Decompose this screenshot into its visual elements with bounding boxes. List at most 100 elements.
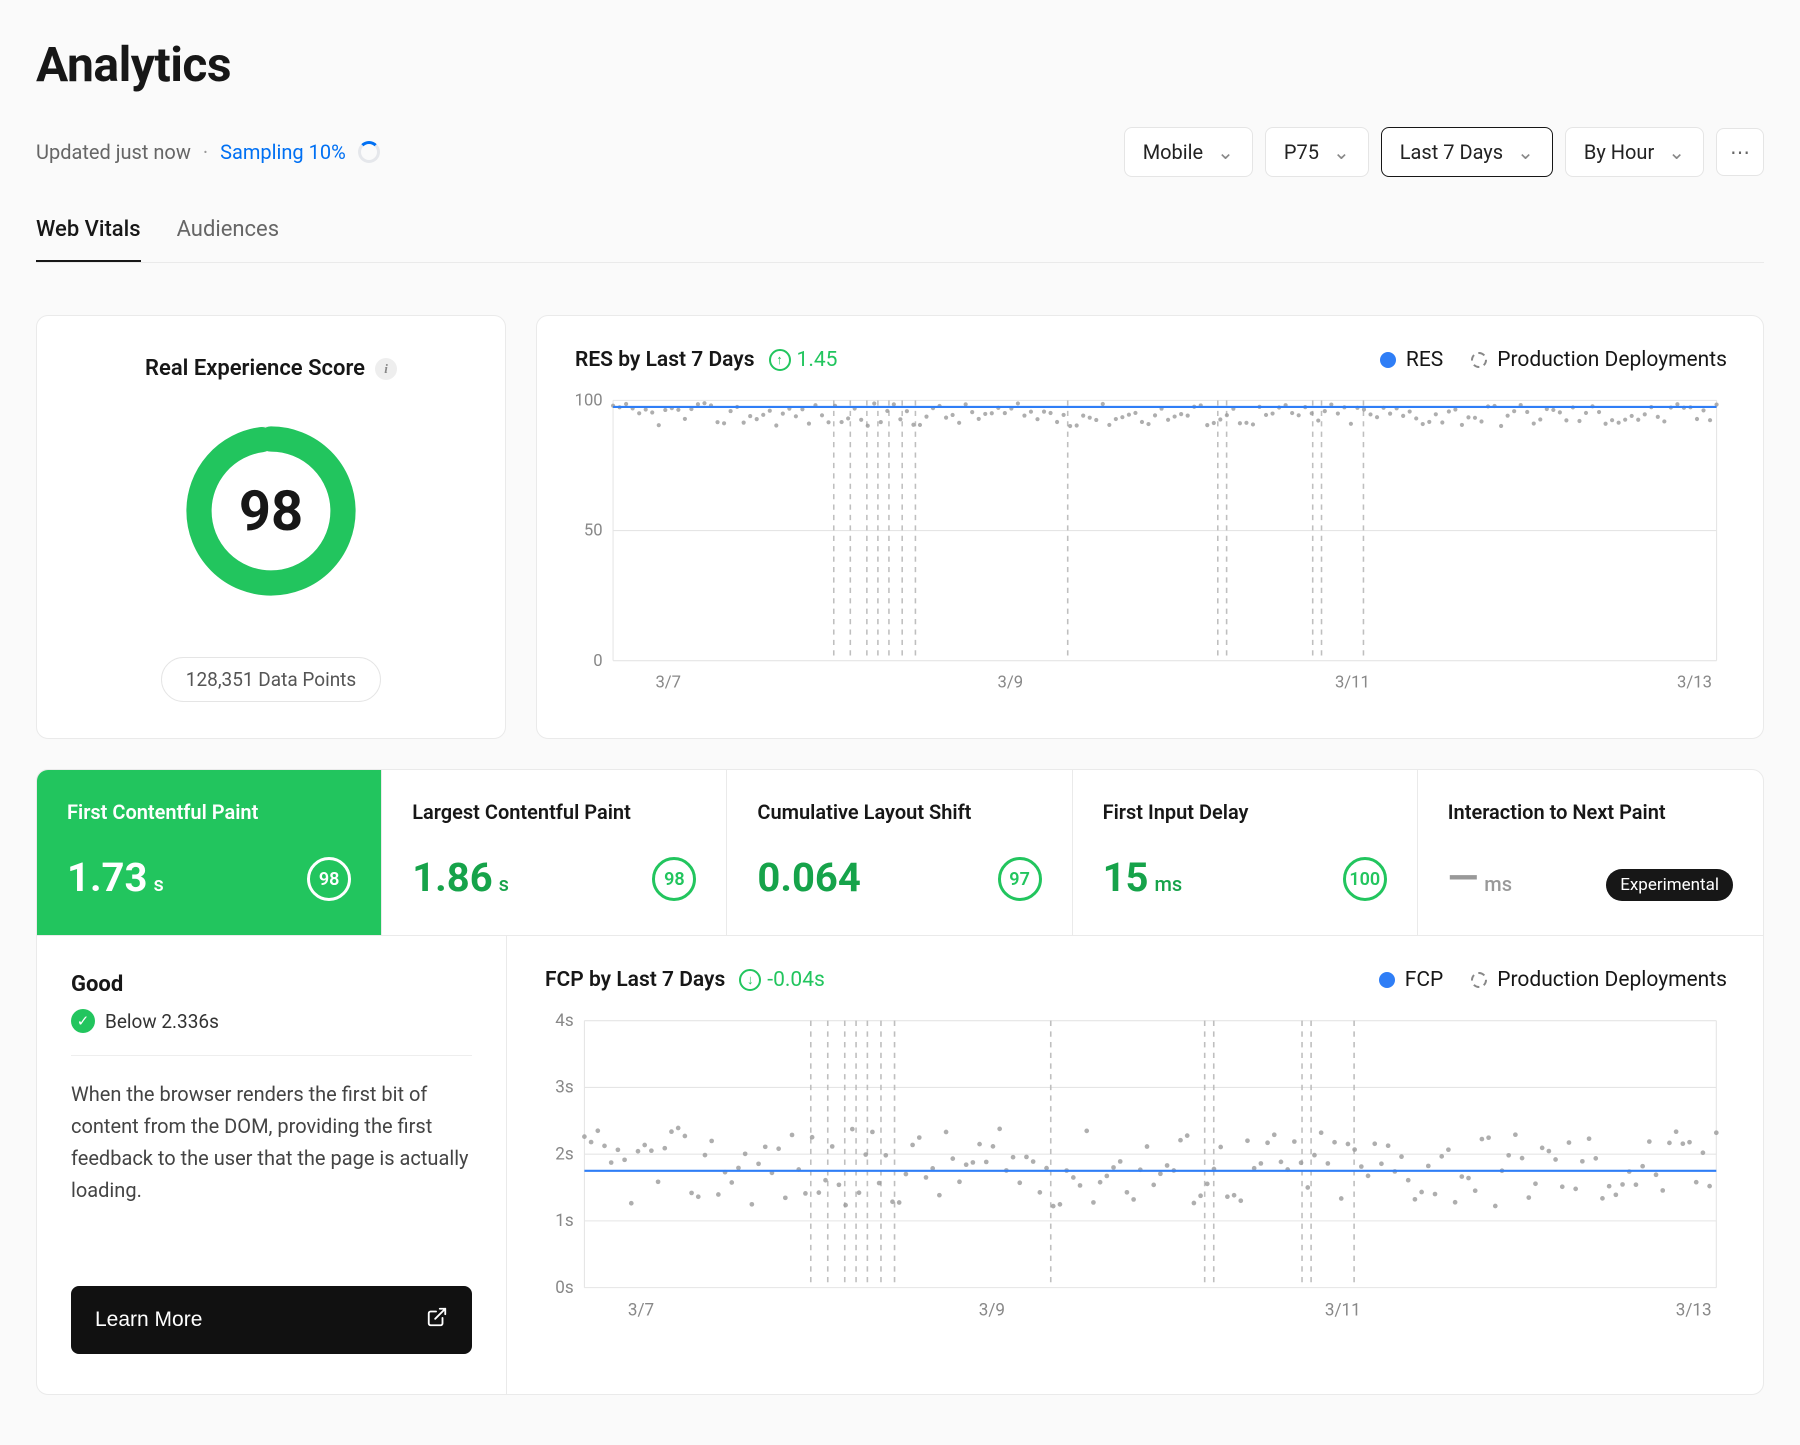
svg-text:0: 0 [593, 652, 602, 671]
legend-fcp: FCP [1379, 968, 1444, 992]
metric-detail-panel: Good ✓ Below 2.336s When the browser ren… [37, 936, 507, 1394]
page-title: Analytics [36, 36, 1764, 93]
chevron-down-icon: ⌄ [1668, 140, 1685, 164]
header-status: Updated just now · Sampling 10% [36, 140, 380, 164]
metric-value: 15ms [1103, 854, 1183, 901]
fcp-chart-delta: ↓ -0.04s [739, 968, 825, 992]
res-chart-title: RES by Last 7 Days [575, 348, 755, 372]
metric-lcp[interactable]: Largest Contentful Paint 1.86s 98 [382, 770, 727, 935]
legend-res: RES [1380, 348, 1443, 372]
metric-value: —ms [1448, 854, 1512, 901]
svg-text:3/11: 3/11 [1325, 1300, 1361, 1319]
metric-value: 1.86s [412, 854, 509, 901]
res-chart-card: RES by Last 7 Days ↑ 1.45 RES Production… [536, 315, 1764, 739]
data-points-pill: 128,351 Data Points [161, 657, 381, 702]
check-circle-icon: ✓ [71, 1009, 95, 1033]
separator-dot: · [203, 140, 208, 164]
chevron-down-icon: ⌄ [1333, 140, 1350, 164]
tab-web-vitals[interactable]: Web Vitals [36, 217, 141, 262]
svg-text:3/7: 3/7 [655, 674, 681, 692]
metrics-row: First Contentful Paint 1.73s 98 Largest … [36, 769, 1764, 936]
metric-status-sub: Below 2.336s [105, 1010, 219, 1033]
external-link-icon [426, 1306, 448, 1334]
device-dropdown[interactable]: Mobile ⌄ [1124, 127, 1253, 177]
metric-label: First Contentful Paint [67, 800, 351, 824]
metric-unit: s [499, 872, 509, 896]
tab-audiences[interactable]: Audiences [177, 217, 279, 262]
res-gauge: 98 [181, 421, 361, 601]
metric-score-badge: 98 [307, 857, 351, 901]
legend-dot-icon [1380, 352, 1396, 368]
experimental-badge: Experimental [1606, 869, 1733, 901]
legend-dot-icon [1379, 972, 1395, 988]
filter-controls: Mobile ⌄ P75 ⌄ Last 7 Days ⌄ By Hour ⌄ ⋯ [1124, 127, 1764, 177]
fcp-chart-legend: FCP Production Deployments [1379, 968, 1727, 992]
metric-label: Cumulative Layout Shift [757, 800, 1041, 824]
legend-deployments: Production Deployments [1471, 348, 1727, 372]
res-title: Real Experience Score [145, 356, 365, 381]
svg-text:2s: 2s [555, 1144, 573, 1164]
updated-text: Updated just now [36, 140, 191, 164]
metric-label: Largest Contentful Paint [412, 800, 696, 824]
learn-more-label: Learn More [95, 1308, 202, 1332]
svg-text:3/13: 3/13 [1677, 674, 1712, 692]
metric-description: When the browser renders the first bit o… [71, 1078, 472, 1206]
metric-fid[interactable]: First Input Delay 15ms 100 [1073, 770, 1418, 935]
device-dropdown-label: Mobile [1143, 140, 1203, 164]
svg-text:3/9: 3/9 [998, 674, 1024, 692]
fcp-chart-card: FCP by Last 7 Days ↓ -0.04s FCP Producti… [507, 936, 1763, 1394]
metric-value: 0.064 [757, 854, 860, 901]
svg-text:3/7: 3/7 [628, 1300, 654, 1319]
metric-unit: s [153, 872, 163, 896]
range-dropdown[interactable]: Last 7 Days ⌄ [1381, 127, 1553, 177]
res-chart-delta: ↑ 1.45 [769, 348, 838, 372]
fcp-chart-delta-value: -0.04s [767, 968, 825, 992]
learn-more-button[interactable]: Learn More [71, 1286, 472, 1354]
metric-score-badge: 98 [652, 857, 696, 901]
granularity-dropdown[interactable]: By Hour ⌄ [1565, 127, 1704, 177]
arrow-down-circle-icon: ↓ [739, 969, 761, 991]
metric-fcp[interactable]: First Contentful Paint 1.73s 98 [37, 770, 382, 935]
sampling-link[interactable]: Sampling 10% [220, 140, 346, 164]
res-chart-legend: RES Production Deployments [1380, 348, 1727, 372]
fcp-chart-title: FCP by Last 7 Days [545, 968, 725, 992]
percentile-dropdown-label: P75 [1284, 140, 1319, 164]
loading-spinner-icon [358, 141, 380, 163]
metric-unit: ms [1484, 872, 1512, 896]
granularity-dropdown-label: By Hour [1584, 140, 1654, 164]
svg-text:1s: 1s [555, 1211, 573, 1231]
legend-fcp-label: FCP [1405, 968, 1444, 992]
svg-text:3/11: 3/11 [1335, 674, 1370, 692]
chevron-down-icon: ⌄ [1517, 140, 1534, 164]
metric-status-title: Good [71, 972, 472, 997]
legend-deployments-label: Production Deployments [1497, 968, 1727, 992]
res-chart: 0 50 100 3/7 3/9 3/11 3/13 [561, 390, 1727, 692]
metric-value: 1.73s [67, 854, 164, 901]
range-dropdown-label: Last 7 Days [1400, 140, 1503, 164]
res-score-card: Real Experience Score i 98 128,351 Data … [36, 315, 506, 739]
legend-dashed-dot-icon [1471, 972, 1487, 988]
chevron-down-icon: ⌄ [1217, 140, 1234, 164]
svg-text:4s: 4s [555, 1011, 573, 1031]
metric-label: Interaction to Next Paint [1448, 800, 1733, 824]
svg-text:50: 50 [584, 522, 603, 541]
svg-text:3/13: 3/13 [1676, 1300, 1712, 1319]
fcp-chart: 0s1s2s3s4s3/73/93/113/13 [531, 1010, 1727, 1320]
percentile-dropdown[interactable]: P75 ⌄ [1265, 127, 1369, 177]
svg-text:3/9: 3/9 [979, 1300, 1005, 1319]
metric-inp[interactable]: Interaction to Next Paint —ms Experiment… [1418, 770, 1763, 935]
res-chart-delta-value: 1.45 [797, 348, 838, 372]
legend-deployments-label: Production Deployments [1497, 348, 1727, 372]
info-icon[interactable]: i [375, 358, 397, 380]
metric-cls[interactable]: Cumulative Layout Shift 0.064 97 [727, 770, 1072, 935]
tabs: Web Vitals Audiences [36, 217, 1764, 263]
svg-text:100: 100 [575, 392, 603, 411]
ellipsis-icon: ⋯ [1730, 140, 1750, 164]
metric-label: First Input Delay [1103, 800, 1387, 824]
res-score-value: 98 [181, 421, 361, 601]
legend-deployments: Production Deployments [1471, 968, 1727, 992]
metric-score-badge: 100 [1343, 857, 1387, 901]
legend-res-label: RES [1406, 348, 1443, 372]
more-menu-button[interactable]: ⋯ [1716, 128, 1764, 176]
metric-score-badge: 97 [998, 857, 1042, 901]
